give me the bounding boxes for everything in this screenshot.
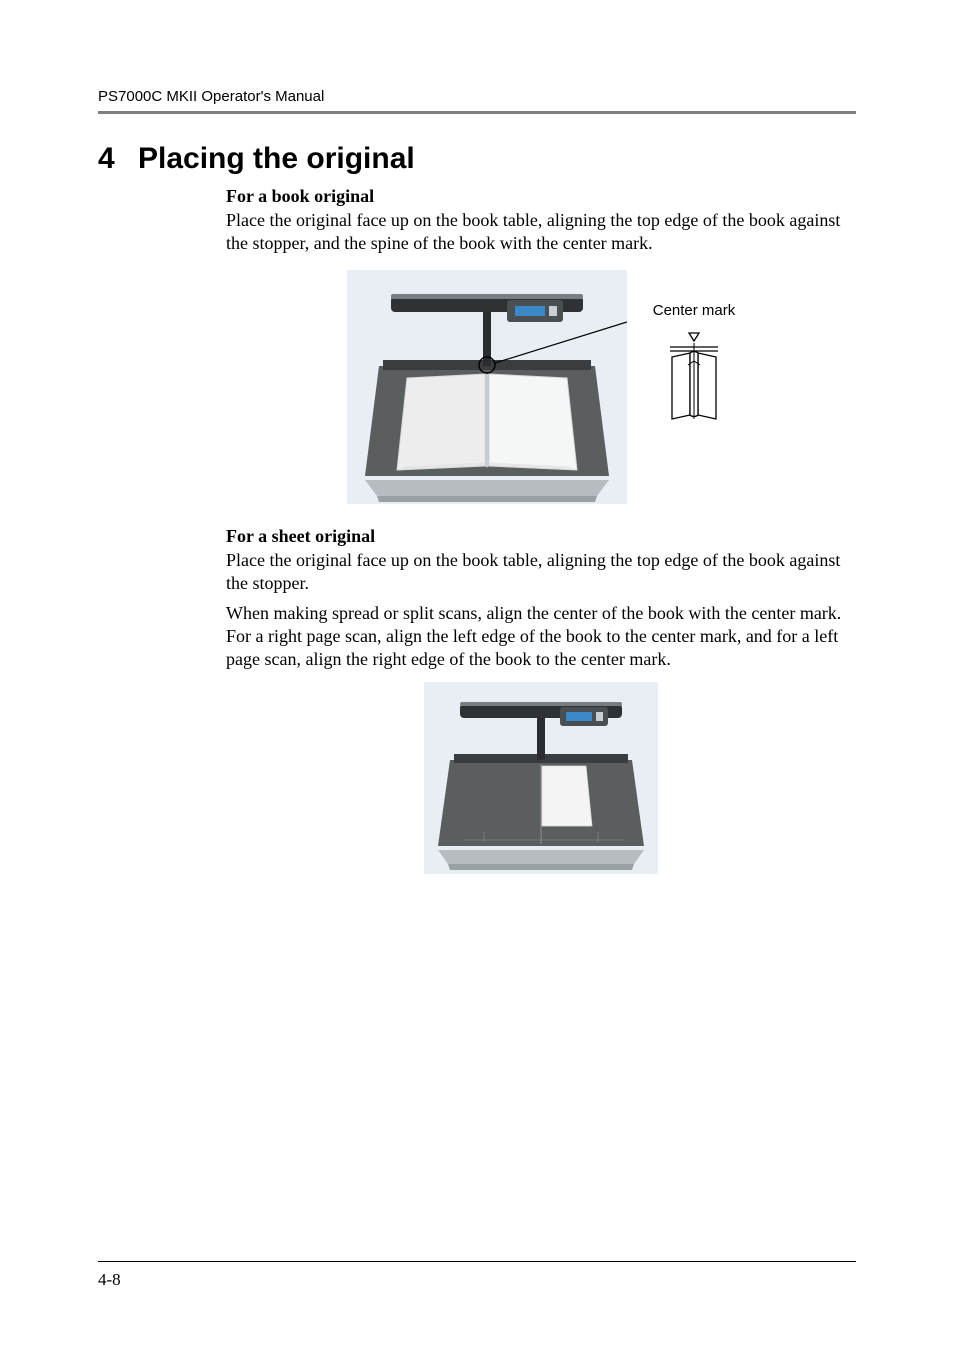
chapter-number: 4	[98, 142, 138, 176]
figure-book: Center mark	[226, 270, 856, 504]
page: PS7000C MKII Operator's Manual 4 Placing…	[0, 0, 954, 1350]
chapter-heading: 4 Placing the original	[98, 142, 856, 176]
scanner-book-svg	[347, 270, 627, 504]
page-number: 4-8	[98, 1270, 856, 1290]
header-title: PS7000C MKII Operator's Manual	[98, 88, 856, 105]
footer-rule	[98, 1261, 856, 1262]
center-mark-label: Center mark	[653, 302, 736, 319]
sheet-body-1: Place the original face up on the book t…	[226, 549, 856, 596]
chapter-title: Placing the original	[138, 142, 415, 176]
scanner-illustration-book	[347, 270, 627, 504]
header-rule	[98, 111, 856, 114]
sheet-subheading: For a sheet original	[226, 526, 856, 547]
page-footer: 4-8	[98, 1261, 856, 1290]
center-mark-icon	[666, 329, 722, 421]
scanner-sheet-svg	[424, 682, 658, 874]
sheet-body-2: When making spread or split scans, align…	[226, 602, 856, 672]
book-body: Place the original face up on the book t…	[226, 209, 856, 256]
figure-sheet	[226, 682, 856, 874]
sheet-section: For a sheet original Place the original …	[226, 526, 856, 874]
center-mark-callout: Center mark	[653, 302, 736, 421]
book-section: For a book original Place the original f…	[226, 186, 856, 504]
book-subheading: For a book original	[226, 186, 856, 207]
